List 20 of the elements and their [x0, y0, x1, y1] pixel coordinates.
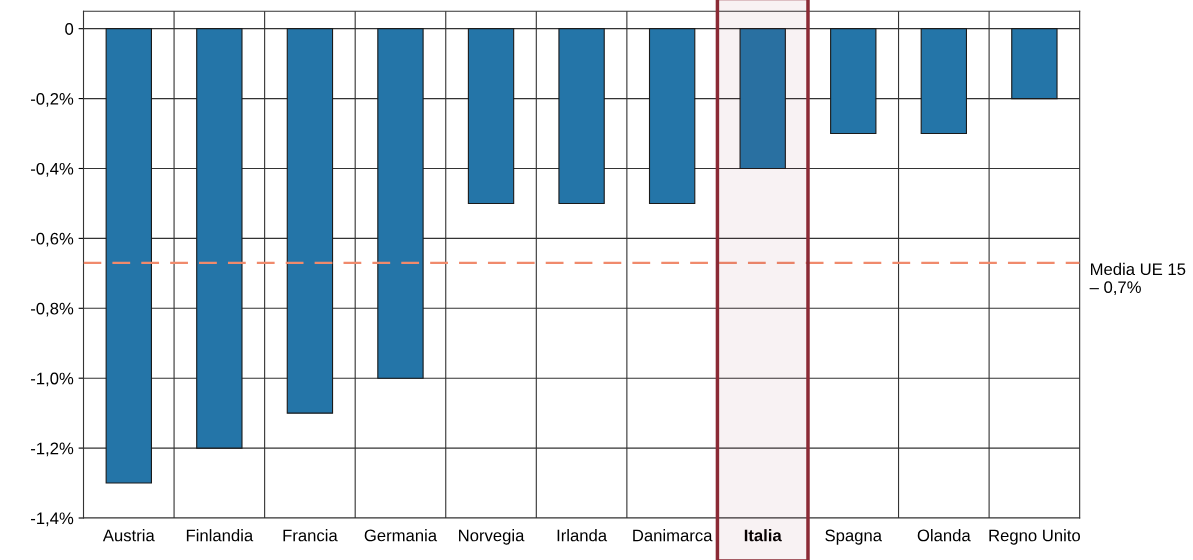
y-tick-label: -1,4%	[30, 512, 74, 527]
x-tick-label: Regno Unito	[989, 529, 1081, 545]
y-tick-label: -1,2%	[30, 442, 74, 457]
y-tick-label: -0,4%	[30, 162, 74, 177]
x-tick-label: Italia	[744, 529, 782, 542]
x-tick-label: Austria	[102, 529, 155, 542]
y-tick-label: -0,6%	[30, 232, 74, 247]
x-tick-label: Olanda	[917, 529, 971, 542]
x-tick-label: Germania	[364, 529, 438, 542]
y-tick-label: -1,0%	[30, 372, 74, 387]
x-tick-label: Irlanda	[557, 529, 608, 542]
x-tick-label: Danimarca	[633, 529, 713, 542]
x-tick-label: Francia	[283, 529, 338, 542]
y-tick-label: 0	[65, 23, 74, 35]
x-tick-label: Finlandia	[186, 529, 254, 542]
y-tick-label: -0,2%	[30, 92, 74, 107]
ref-line-label: Media UE 15 – 0,7%	[1089, 262, 1186, 296]
y-tick-label: -0,8%	[30, 302, 74, 317]
x-tick-label: Spagna	[825, 529, 882, 545]
x-tick-label: Norvegia	[459, 529, 525, 545]
